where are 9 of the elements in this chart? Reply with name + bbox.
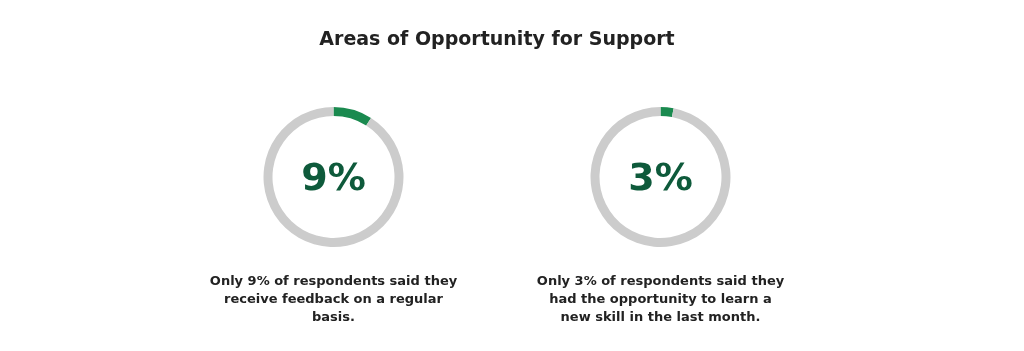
- donut-slice: [333, 107, 372, 126]
- text: Only 3% of respondents said they had the opportunity to learn a new skill in the last month.: [536, 273, 785, 324]
- donut-slice: [590, 107, 731, 247]
- text: Only 9% of respondents said they receive feedback on a regular basis.: [209, 273, 458, 324]
- donut-slice: [660, 107, 674, 118]
- text: 9%: [301, 155, 366, 199]
- donut-slice: [263, 107, 404, 247]
- text: Areas of Opportunity for Support: [319, 27, 675, 49]
- text: 3%: [628, 155, 693, 199]
